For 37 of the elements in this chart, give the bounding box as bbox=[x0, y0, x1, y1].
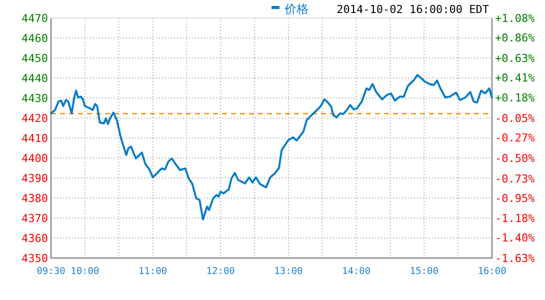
y2-tick-label: +0.63% bbox=[495, 52, 536, 65]
text: 2014-10-02 16:00:00 EDT bbox=[336, 3, 490, 16]
x-tick-label: 13:00 bbox=[274, 266, 304, 277]
y-tick-label: 4470 bbox=[22, 12, 48, 25]
y-tick-label: 4350 bbox=[22, 252, 48, 265]
y2-tick-label: +1.08% bbox=[495, 12, 536, 25]
y2-tick-label: -1.63% bbox=[495, 252, 536, 265]
y2-tick-label: -1.18% bbox=[495, 212, 536, 226]
y-tick-label: 4390 bbox=[22, 172, 48, 185]
x-tick-label: 16:00 bbox=[478, 266, 507, 277]
line-series bbox=[50, 74, 493, 220]
y2-tick-label: -0.27% bbox=[495, 132, 536, 145]
y2-tick-label: -0.50% bbox=[495, 152, 536, 165]
y-tick-label: 4460 bbox=[22, 32, 48, 45]
y-tick-label: 4400 bbox=[22, 152, 48, 165]
y2-tick-label: -0.05% bbox=[495, 112, 536, 126]
y-tick-label: 4450 bbox=[22, 52, 48, 65]
y2-tick-label: -0.73% bbox=[495, 172, 536, 186]
x-tick-label: 12:00 bbox=[206, 266, 236, 277]
y2-tick-label: +0.41% bbox=[495, 71, 536, 84]
y2-tick-label: -1.40% bbox=[495, 232, 536, 245]
y2-tick-label: +0.18% bbox=[495, 92, 536, 105]
y-tick-label: 4410 bbox=[22, 132, 48, 145]
y2-tick-label: -0.95% bbox=[495, 192, 536, 205]
x-tick-label: 11:00 bbox=[138, 266, 168, 277]
legend-label: 价格 bbox=[284, 2, 308, 16]
y-tick-label: 4360 bbox=[22, 232, 48, 245]
y-tick-label: 4380 bbox=[22, 192, 48, 205]
x-tick-label: 15:00 bbox=[410, 266, 439, 277]
x-tick-label: 14:00 bbox=[342, 266, 371, 277]
y-tick-label: 4370 bbox=[22, 212, 48, 225]
y-tick-label: 4430 bbox=[22, 92, 48, 105]
x-tick-label: 09:30 bbox=[36, 266, 66, 277]
y2-tick-label: +0.86% bbox=[495, 31, 536, 44]
y-tick-label: 4440 bbox=[22, 72, 48, 85]
y-tick-label: 4420 bbox=[22, 112, 48, 125]
x-tick-label: 10:00 bbox=[70, 266, 100, 277]
